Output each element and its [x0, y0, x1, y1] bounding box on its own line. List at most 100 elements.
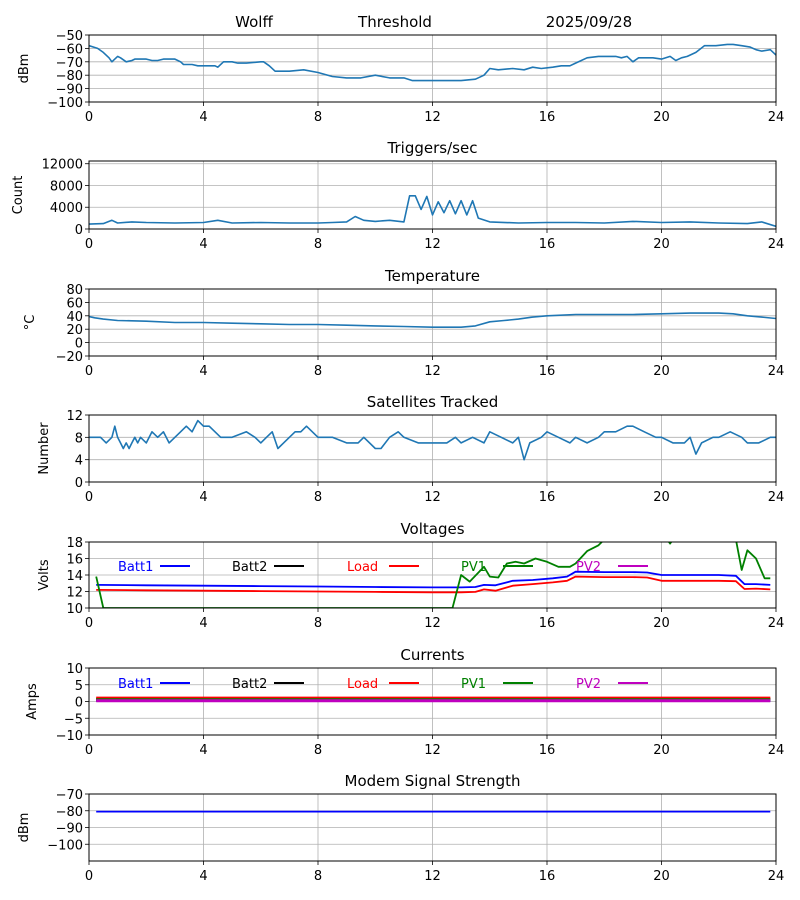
x-tick-label: 8 — [314, 869, 322, 884]
chart-title: Currents — [400, 646, 464, 664]
y-axis-label: Number — [37, 422, 52, 475]
legend-label-batt2: Batt2 — [232, 677, 267, 692]
y-tick-label: 12 — [66, 586, 83, 601]
legend-label-pv1: PV1 — [461, 677, 486, 692]
x-tick-label: 4 — [199, 364, 207, 379]
series-line-batt1 — [96, 570, 771, 589]
y-tick-label: −60 — [56, 42, 83, 57]
y-tick-label: 80 — [66, 283, 83, 298]
legend-label-pv2: PV2 — [576, 677, 601, 692]
y-tick-label: −80 — [56, 69, 83, 84]
y-tick-label: 0 — [75, 337, 83, 352]
x-tick-label: 20 — [653, 110, 670, 125]
x-tick-label: 0 — [85, 869, 93, 884]
x-tick-label: 4 — [199, 237, 207, 252]
x-tick-label: 24 — [768, 364, 785, 379]
y-tick-label: −10 — [56, 729, 83, 744]
x-tick-label: 12 — [424, 237, 441, 252]
x-tick-label: 0 — [85, 490, 93, 505]
y-tick-label: 14 — [66, 569, 83, 584]
x-tick-label: 24 — [768, 869, 785, 884]
x-tick-label: 24 — [768, 490, 785, 505]
y-tick-label: 8 — [75, 431, 83, 446]
y-axis-label: dBm — [17, 813, 32, 843]
x-tick-label: 16 — [539, 616, 556, 631]
x-tick-label: 12 — [424, 869, 441, 884]
x-tick-label: 16 — [539, 364, 556, 379]
y-tick-label: 60 — [66, 296, 83, 311]
x-tick-label: 20 — [653, 490, 670, 505]
x-tick-label: 12 — [424, 616, 441, 631]
x-tick-label: 20 — [653, 743, 670, 758]
y-tick-label: −90 — [56, 83, 83, 98]
y-tick-label: 40 — [66, 310, 83, 325]
x-tick-label: 4 — [199, 490, 207, 505]
y-tick-label: −80 — [56, 805, 83, 820]
x-tick-label: 24 — [768, 616, 785, 631]
chart-title: Voltages — [400, 520, 464, 538]
y-tick-label: −70 — [56, 56, 83, 71]
x-tick-label: 12 — [424, 364, 441, 379]
legend-label-pv1: PV1 — [461, 560, 486, 575]
y-tick-label: −5 — [64, 712, 83, 727]
legend-label-batt2: Batt2 — [232, 560, 267, 575]
grid — [88, 161, 777, 230]
x-tick-label: 16 — [539, 490, 556, 505]
y-tick-label: 4 — [75, 454, 83, 469]
x-tick-label: 8 — [314, 490, 322, 505]
x-tick-label: 24 — [768, 237, 785, 252]
y-tick-label: −50 — [56, 29, 83, 44]
x-tick-label: 8 — [314, 237, 322, 252]
y-tick-label: 0 — [75, 696, 83, 711]
series-group — [96, 696, 771, 703]
x-tick-label: 12 — [424, 110, 441, 125]
chart-title: Triggers/sec — [387, 139, 478, 157]
y-tick-label: 10 — [66, 602, 83, 617]
series-line-triggers — [89, 195, 776, 228]
y-tick-label: 10 — [66, 662, 83, 677]
y-axis-label: Amps — [25, 683, 40, 720]
x-tick-label: 0 — [85, 616, 93, 631]
x-tick-label: 0 — [85, 743, 93, 758]
legend-label-batt1: Batt1 — [118, 677, 153, 692]
y-tick-label: 20 — [66, 323, 83, 338]
x-tick-label: 0 — [85, 110, 93, 125]
series-group — [89, 195, 776, 228]
y-tick-label: −90 — [56, 822, 83, 837]
chart-title: Modem Signal Strength — [345, 772, 521, 790]
x-tick-label: 12 — [424, 743, 441, 758]
x-tick-label: 16 — [539, 110, 556, 125]
y-axis-label: Volts — [37, 559, 52, 591]
y-tick-label: −100 — [47, 96, 83, 111]
y-tick-label: 12000 — [42, 158, 83, 173]
y-tick-label: 4000 — [50, 201, 83, 216]
x-tick-label: 16 — [539, 743, 556, 758]
x-tick-label: 24 — [768, 110, 785, 125]
chart-panel-6: 0 4 8 12 16 20 24 −70 −80 −90−100 Modem Signal Str… — [17, 772, 784, 884]
chart-title: Satellites Tracked — [367, 393, 498, 411]
x-tick-label: 0 — [85, 237, 93, 252]
series-group — [89, 312, 776, 329]
header-date: 2025/09/28 — [546, 13, 632, 31]
chart-panel-3: 0 4 8 12 16 20 24 12 8 4 0 Satellites Tracked Number — [37, 393, 784, 505]
y-axis-label: °C — [23, 315, 38, 331]
y-tick-label: 8000 — [50, 179, 83, 194]
grid — [88, 793, 777, 861]
x-tick-label: 4 — [199, 110, 207, 125]
y-tick-label: −100 — [47, 838, 83, 853]
y-tick-label: 18 — [66, 536, 83, 551]
series-line-temperature — [89, 312, 776, 329]
x-tick-label: 24 — [768, 743, 785, 758]
header-mode: Threshold — [357, 13, 432, 31]
x-tick-label: 0 — [85, 364, 93, 379]
x-tick-label: 4 — [199, 616, 207, 631]
x-tick-label: 4 — [199, 743, 207, 758]
chart-title: Temperature — [384, 267, 480, 285]
header-station: Wolff — [235, 13, 273, 31]
grid — [88, 34, 777, 103]
x-tick-label: 8 — [314, 743, 322, 758]
x-tick-label: 8 — [314, 616, 322, 631]
